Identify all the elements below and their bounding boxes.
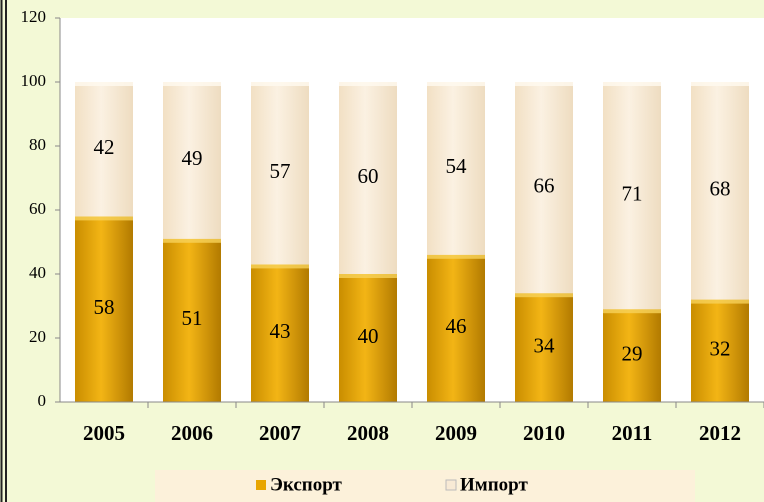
bar-top (163, 82, 221, 86)
y-tick-label: 20 (29, 327, 46, 346)
bar-top (339, 82, 397, 86)
bar-top (251, 82, 309, 86)
x-tick-label: 2006 (171, 421, 213, 445)
bar-top (603, 309, 661, 314)
bar-top (75, 82, 133, 86)
bar-top (691, 82, 749, 86)
value-label: 51 (182, 306, 203, 330)
bar-segment (427, 254, 485, 402)
bar-segment (251, 82, 309, 265)
bar-top (163, 238, 221, 243)
x-tick-label: 2008 (347, 421, 389, 445)
legend-swatch (445, 479, 457, 491)
y-tick-label: 0 (38, 391, 47, 410)
legend-swatch (256, 480, 266, 490)
bar-top (515, 82, 573, 86)
value-label: 34 (534, 333, 556, 357)
value-label: 49 (182, 146, 203, 170)
value-label: 58 (94, 295, 115, 319)
value-label: 68 (710, 177, 731, 201)
bar-segment (339, 274, 397, 402)
value-label: 43 (270, 319, 291, 343)
y-tick-label: 60 (29, 199, 46, 218)
y-tick-label: 100 (21, 71, 47, 90)
value-label: 71 (622, 181, 643, 205)
bar-top (427, 82, 485, 86)
bar-top (603, 82, 661, 86)
bar-top (339, 274, 397, 278)
bar-segment (251, 264, 309, 402)
bar-segment (515, 293, 573, 402)
value-label: 40 (358, 324, 379, 348)
bar-segment (603, 309, 661, 402)
bar-top (251, 264, 309, 269)
value-label: 42 (94, 135, 115, 159)
x-tick-label: 2011 (612, 421, 653, 445)
bar-segment (427, 82, 485, 255)
y-tick-label: 80 (29, 135, 46, 154)
y-tick-label: 40 (29, 263, 46, 282)
value-label: 46 (446, 314, 467, 338)
y-tick-label: 120 (21, 7, 47, 26)
bar-segment (603, 82, 661, 310)
x-tick-label: 2009 (435, 421, 477, 445)
x-tick-label: 2005 (83, 421, 125, 445)
bar-top (515, 293, 573, 298)
legend-label: Экспорт (270, 474, 343, 495)
bar-segment (75, 82, 133, 217)
value-label: 54 (446, 154, 468, 178)
bar-segment (163, 82, 221, 239)
bar-segment (339, 82, 397, 274)
legend-label: Импорт (460, 474, 528, 495)
bar-top (691, 299, 749, 304)
value-label: 60 (358, 164, 379, 188)
bar-top (75, 216, 133, 221)
value-label: 66 (534, 173, 555, 197)
x-tick-label: 2007 (259, 421, 301, 445)
x-tick-label: 2012 (699, 421, 741, 445)
bar-segment (75, 216, 133, 402)
bar-segment (163, 238, 221, 402)
value-label: 29 (622, 341, 643, 365)
bar-segment (691, 82, 749, 300)
legend (155, 470, 695, 502)
bar-segment (515, 82, 573, 294)
value-label: 57 (270, 159, 291, 183)
bar-segment (691, 299, 749, 402)
x-tick-label: 2010 (523, 421, 565, 445)
value-label: 32 (710, 337, 731, 361)
bar-top (427, 254, 485, 259)
